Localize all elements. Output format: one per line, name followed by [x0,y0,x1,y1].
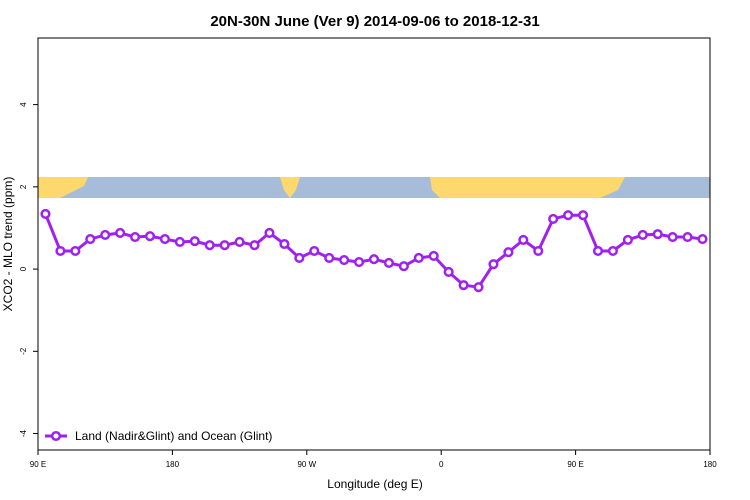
point [443,266,454,278]
x-tick-label: 90 W [297,460,316,469]
point [204,240,215,251]
point [368,254,380,265]
point [697,234,708,245]
plot-frame [37,37,711,451]
point [548,213,559,224]
legend-label: Land (Nadir&Glint) and Ocean (Glint) [75,429,272,443]
series-line [44,213,703,289]
point [354,257,365,268]
point [249,240,260,251]
point [309,245,320,257]
point [607,245,618,257]
point [85,234,96,245]
point [533,245,544,257]
point [100,229,111,241]
point [578,210,589,221]
y-tick-label: 0 [19,266,28,271]
point [130,231,141,243]
point [413,252,424,264]
legend-marker [50,430,62,442]
x-tick-label: 180 [166,460,180,469]
x-axis-label: Longitude (deg E) [327,477,422,491]
point [398,261,409,272]
point [458,280,469,291]
point [324,252,335,264]
point [652,229,663,240]
y-tick-label: 4 [19,102,28,107]
x-tick-label: 90 E [30,460,46,469]
land-patch [430,177,625,198]
point [383,257,394,268]
y-tick-label: -2 [19,347,28,355]
point [592,245,604,257]
x-tick-label: 180 [703,460,717,469]
map-strip [38,177,710,198]
point [563,210,574,221]
point [682,231,693,243]
x-tick-label: 90 E [567,460,583,469]
land-patch [280,177,300,198]
y-tick-label: -4 [19,429,28,437]
point [667,231,678,243]
point [488,259,499,270]
point [70,245,81,257]
point [159,234,170,245]
point [279,238,290,250]
point [518,234,529,245]
chart-title: 20N-30N June (Ver 9) 2014-09-06 to 2018-… [210,13,539,30]
point [174,236,185,247]
point [428,250,439,261]
point [339,254,350,266]
point [115,227,126,238]
point [55,245,66,257]
point [622,234,633,245]
point [503,247,514,258]
point [40,208,51,220]
point [264,227,275,238]
point [144,231,156,242]
point [637,229,648,241]
point [219,240,230,251]
point [234,236,245,247]
y-tick-label: 2 [19,184,28,189]
point [189,236,200,247]
point [294,252,305,264]
land-patch [38,177,88,198]
x-tick-label: 0 [439,460,444,469]
point [473,282,484,293]
y-axis-label: XCO2 - MLO trend (ppm) [1,177,15,312]
